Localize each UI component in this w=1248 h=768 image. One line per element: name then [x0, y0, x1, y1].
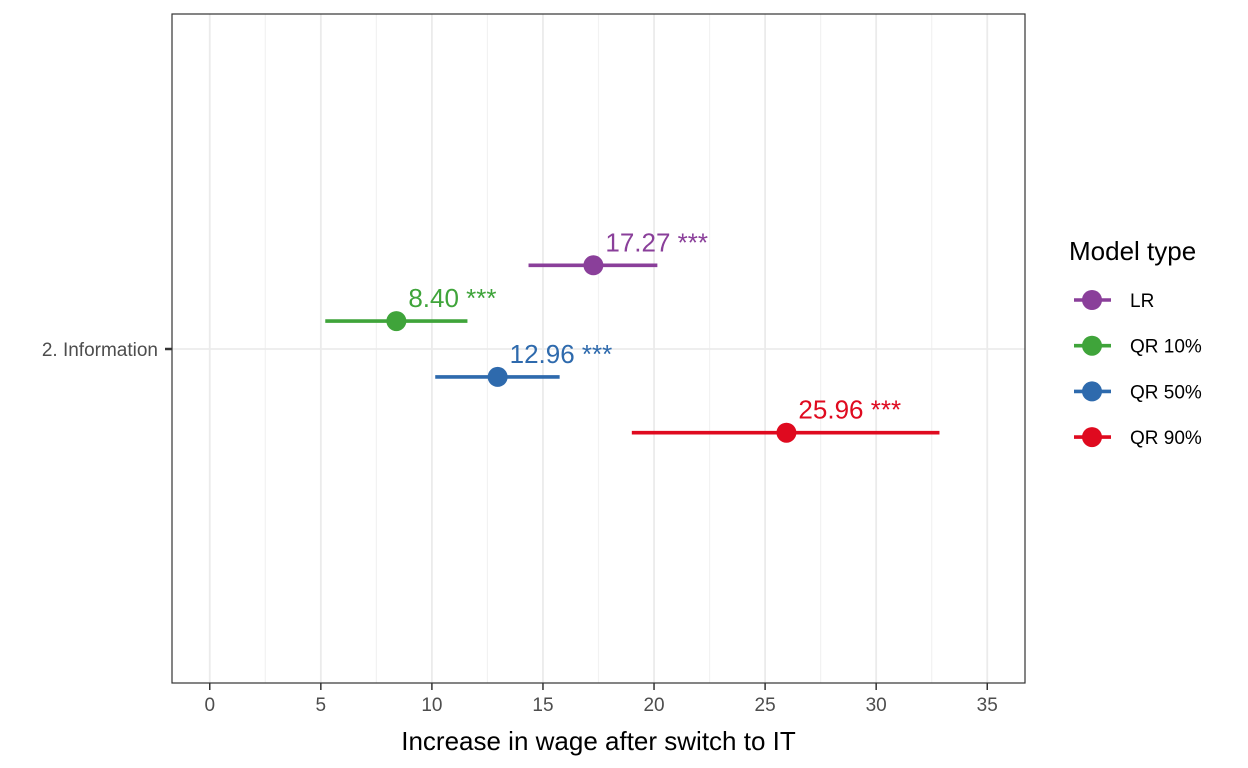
- legend-key-point: [1082, 427, 1102, 448]
- x-tick-label: 25: [755, 695, 776, 716]
- x-tick-label: 10: [421, 695, 442, 716]
- y-axis-category-label: 2. Information: [42, 340, 158, 361]
- legend-label: QR 90%: [1130, 428, 1202, 449]
- legend: Model type LR QR 10% QR 50% QR 90%: [1069, 236, 1202, 449]
- point-estimate: [487, 366, 508, 387]
- legend-label: QR 10%: [1130, 337, 1202, 358]
- legend-title: Model type: [1069, 236, 1196, 266]
- x-tick-label: 0: [204, 695, 215, 716]
- data-label: 25.96 ***: [798, 395, 901, 425]
- x-tick-label: 20: [643, 695, 664, 716]
- x-tick-label: 35: [977, 695, 998, 716]
- point-estimate: [583, 255, 604, 276]
- x-axis: 0 5 10 15 20 25 30 35: [204, 683, 998, 716]
- x-axis-title: Increase in wage after switch to IT: [401, 726, 796, 756]
- data-label: 12.96 ***: [510, 339, 613, 369]
- legend-key-point: [1082, 381, 1102, 402]
- x-tick-label: 5: [316, 695, 327, 716]
- x-tick-label: 30: [866, 695, 887, 716]
- legend-label: LR: [1130, 291, 1154, 312]
- data-label: 17.27 ***: [605, 227, 708, 257]
- data-label: 8.40 ***: [408, 283, 496, 313]
- point-estimate: [386, 311, 407, 332]
- point-estimate: [776, 422, 797, 443]
- legend-label: QR 50%: [1130, 382, 1202, 403]
- x-tick-label: 15: [532, 695, 553, 716]
- legend-key-point: [1082, 335, 1102, 356]
- legend-key-point: [1082, 290, 1102, 310]
- series-marks: 17.27 *** 8.40 *** 12.96 *** 25.96 ***: [325, 227, 940, 443]
